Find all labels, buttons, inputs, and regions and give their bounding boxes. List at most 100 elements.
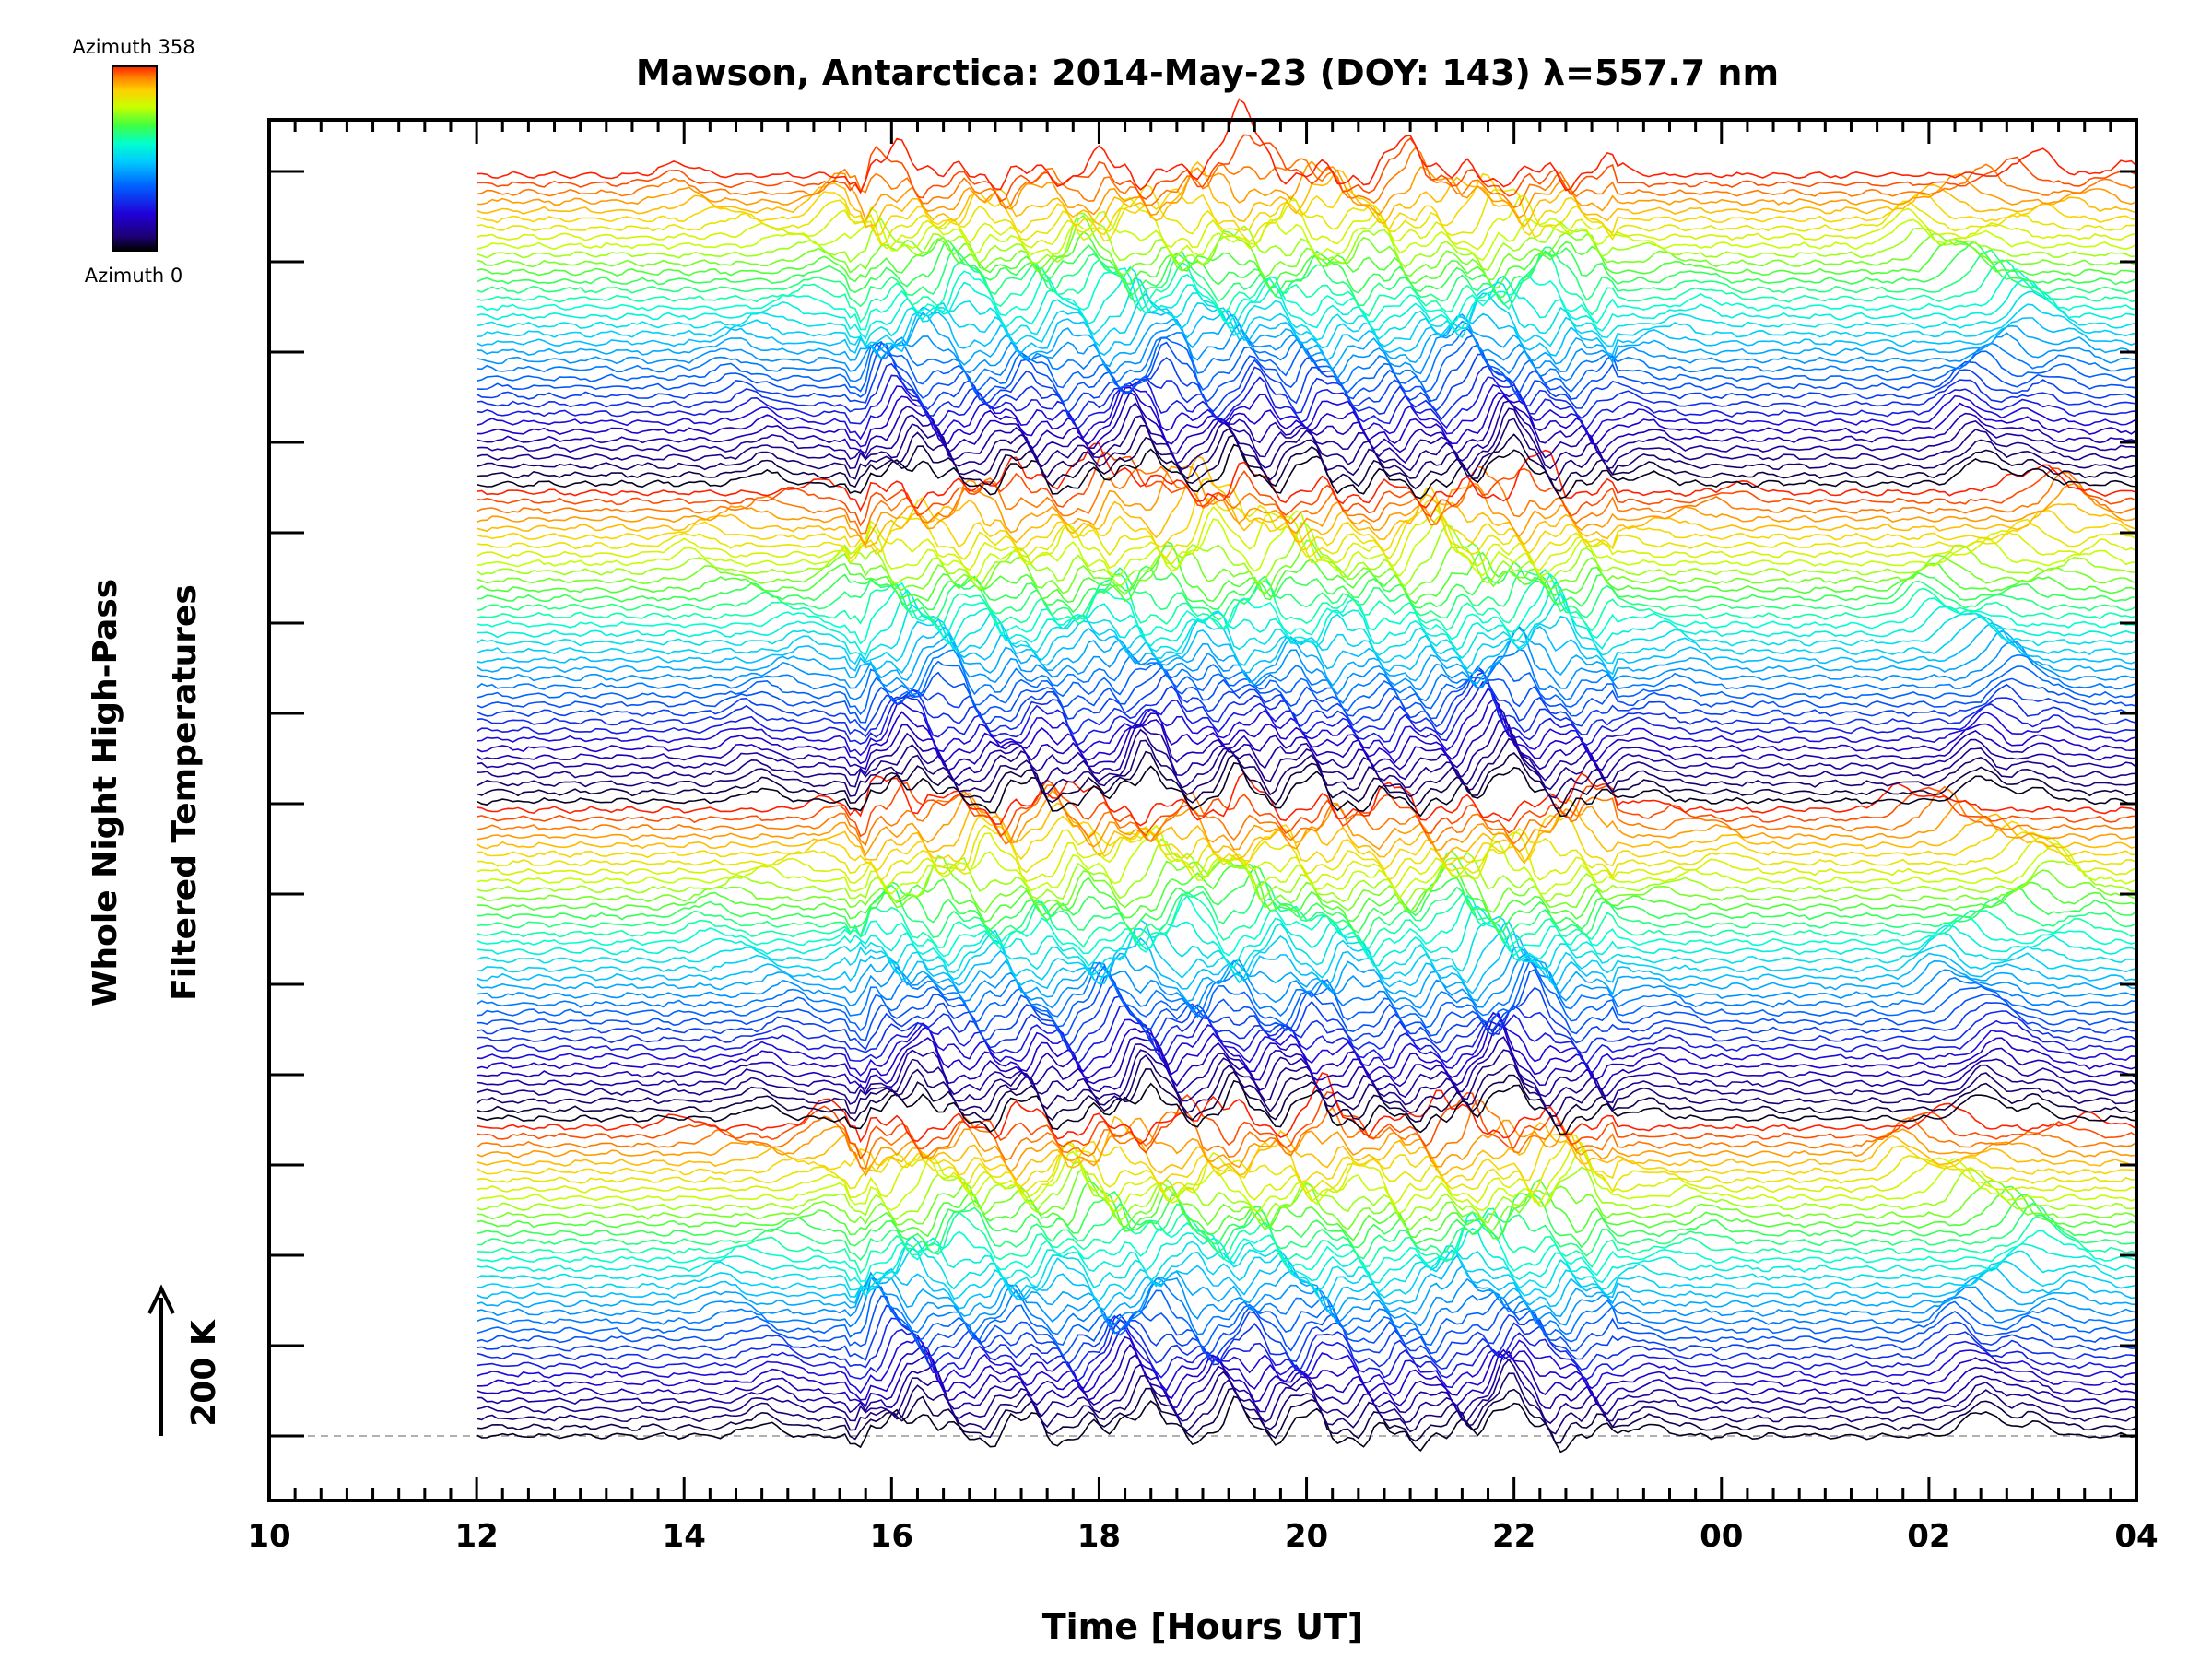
series-line (477, 560, 2137, 614)
series-line (476, 320, 2137, 380)
series-line (476, 1133, 2137, 1194)
series-line (477, 905, 2137, 970)
series-line (477, 1207, 2137, 1275)
series-line (476, 666, 2137, 724)
series-line (476, 477, 2137, 556)
series-line (476, 593, 2137, 663)
series-line (476, 915, 2137, 977)
series-line (476, 1235, 2137, 1299)
series-line (477, 728, 2137, 791)
y-axis-label-line1: Whole Night High-Pass (87, 579, 124, 1006)
colorbar-bottom-label: Azimuth 0 (85, 265, 183, 287)
series-line (476, 1277, 2137, 1335)
series-line (476, 1132, 2137, 1188)
series-line (476, 454, 2137, 549)
series-line (476, 784, 2137, 847)
series-line (477, 968, 2137, 1041)
colorbar-top-label: Azimuth 358 (72, 36, 194, 58)
series-line (476, 1067, 2137, 1127)
series-line (476, 246, 2137, 308)
series-line (476, 505, 2137, 571)
series-line (476, 1012, 2137, 1084)
y-axis-label-line2: Filtered Temperatures (166, 584, 204, 1001)
series-line (476, 1265, 2137, 1319)
series-line (476, 183, 2137, 247)
scale-label: 200 K (185, 1319, 223, 1427)
series-line (476, 779, 2137, 838)
chart-title: Mawson, Antarctica: 2014-May-23 (DOY: 14… (636, 53, 1779, 93)
series-line (476, 1295, 2137, 1357)
series-line (476, 1072, 2137, 1145)
x-tick-label: 18 (1077, 1518, 1121, 1555)
series-line (476, 1099, 2137, 1171)
series-line (476, 351, 2137, 415)
series-line (476, 206, 2137, 262)
series-line (477, 341, 2137, 403)
y-axis-label-2-group: Filtered Temperatures (166, 584, 204, 1001)
series-line (477, 362, 2137, 423)
series-line (476, 443, 2137, 500)
series-line (477, 824, 2137, 882)
series-line (476, 265, 2137, 340)
series-line (476, 1313, 2137, 1373)
series-line (476, 1326, 2137, 1394)
series-line (476, 698, 2137, 765)
series-line (476, 1148, 2137, 1215)
series-line (477, 451, 2137, 527)
series-line (476, 1372, 2137, 1435)
series-line (476, 789, 2137, 857)
x-tick-label: 12 (454, 1518, 498, 1555)
series-line (476, 212, 2137, 272)
series-line (476, 1049, 2137, 1107)
series-line (476, 830, 2137, 889)
series-line (477, 134, 2137, 203)
series-line (476, 230, 2137, 289)
series-line (476, 573, 2137, 645)
series-line (476, 160, 2137, 229)
series-line (476, 946, 2137, 1003)
series-line (476, 1115, 2137, 1182)
series-line (476, 1139, 2136, 1206)
series-line (476, 172, 2137, 237)
series-line (476, 1211, 2137, 1283)
series-line (476, 250, 2137, 324)
series-line (476, 1160, 2137, 1224)
series-line (476, 1005, 2137, 1065)
series-line (476, 418, 2137, 482)
series-line (477, 1203, 2137, 1262)
x-tick-label: 04 (2114, 1518, 2158, 1555)
scale-arrow-head (147, 1284, 175, 1314)
series-line (476, 239, 2137, 300)
series-line (476, 306, 2137, 361)
series-line (476, 567, 2137, 622)
series-line (476, 214, 2137, 281)
series-line (476, 522, 2137, 590)
series-line (476, 465, 2137, 535)
series-line (476, 1054, 2137, 1117)
series-line (476, 648, 2137, 704)
series-line (476, 891, 2137, 949)
series-line (476, 659, 2137, 716)
series-line (476, 717, 2137, 782)
series-line (476, 665, 2137, 732)
series-line (477, 442, 2137, 512)
series-line (477, 312, 2137, 371)
series-line (476, 147, 2137, 210)
x-tick-label: 10 (247, 1518, 290, 1555)
series-line (477, 582, 2137, 656)
y-axis-label-1-group: Whole Night High-Pass (87, 579, 124, 1006)
series-line (477, 814, 2137, 873)
tick-group: 10 12 14 16 18 20 22 00 02 04 (247, 120, 2159, 1555)
series-line (476, 1358, 2137, 1425)
series-line (476, 1117, 2137, 1177)
series-line (476, 407, 2137, 472)
series-line (476, 750, 2137, 809)
series-line (476, 1228, 2137, 1291)
x-tick-label: 02 (1907, 1518, 1950, 1555)
series-line (476, 1343, 2137, 1408)
series-group (476, 98, 2137, 1453)
series-line (476, 1079, 2137, 1135)
series-line (477, 1247, 2137, 1303)
series-line (476, 498, 2137, 564)
series-line (476, 625, 2137, 695)
